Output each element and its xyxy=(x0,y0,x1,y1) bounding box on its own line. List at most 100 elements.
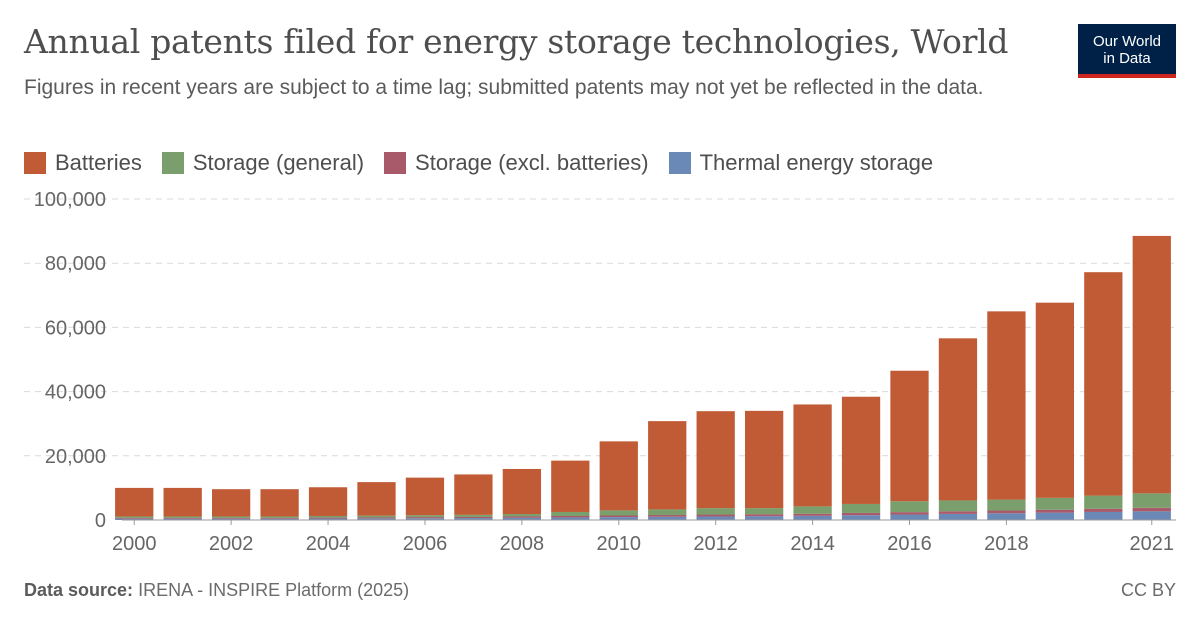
bar-segment[interactable] xyxy=(405,518,445,520)
bar-segment[interactable] xyxy=(357,517,396,519)
bar-segment[interactable] xyxy=(744,508,784,515)
bar-segment[interactable] xyxy=(648,509,687,516)
bar-segment[interactable] xyxy=(1084,272,1123,496)
data-source-text[interactable]: IRENA - INSPIRE Platform (2025) xyxy=(138,580,410,600)
bar-segment[interactable] xyxy=(890,514,929,520)
bar-segment[interactable] xyxy=(648,421,687,510)
bar-segment[interactable] xyxy=(308,518,348,520)
bar-segment[interactable] xyxy=(357,518,396,520)
bar-segment[interactable] xyxy=(793,404,832,507)
bar-segment[interactable] xyxy=(841,503,881,513)
bar-segment[interactable] xyxy=(938,500,978,512)
bar-segment[interactable] xyxy=(890,370,929,502)
bar-segment[interactable] xyxy=(1132,511,1171,520)
bar-segment[interactable] xyxy=(211,518,251,520)
bar-segment[interactable] xyxy=(260,489,299,517)
bar-segment[interactable] xyxy=(1035,512,1075,520)
bar-segment[interactable] xyxy=(115,516,154,518)
bar-segment[interactable] xyxy=(987,311,1026,500)
bar-segment[interactable] xyxy=(454,518,493,520)
license-link[interactable]: CC BY xyxy=(1120,580,1176,600)
bar-segment[interactable] xyxy=(744,516,784,520)
bar-segment[interactable] xyxy=(793,515,832,520)
bar-segment[interactable] xyxy=(357,482,396,516)
bar-segment[interactable] xyxy=(793,513,832,516)
bar-segment[interactable] xyxy=(551,460,590,512)
bar-stack-2013[interactable] xyxy=(744,410,784,520)
bar-segment[interactable] xyxy=(502,468,542,515)
bar-segment[interactable] xyxy=(163,487,202,517)
bar-segment[interactable] xyxy=(599,517,638,520)
bar-stack-2003[interactable] xyxy=(260,489,299,520)
bar-segment[interactable] xyxy=(163,517,202,519)
bar-segment[interactable] xyxy=(502,514,542,517)
legend-item-2[interactable]: Storage (excl. batteries) xyxy=(384,150,649,176)
bar-stack-2017[interactable] xyxy=(938,338,978,520)
bar-stack-2009[interactable] xyxy=(551,460,590,520)
bar-segment[interactable] xyxy=(1084,508,1123,512)
bar-segment[interactable] xyxy=(551,517,590,520)
bar-segment[interactable] xyxy=(744,410,784,509)
bar-segment[interactable] xyxy=(648,516,687,520)
bar-segment[interactable] xyxy=(163,516,202,518)
bar-segment[interactable] xyxy=(938,338,978,501)
bar-segment[interactable] xyxy=(115,517,154,519)
bar-segment[interactable] xyxy=(1035,302,1075,498)
bar-segment[interactable] xyxy=(211,516,251,518)
bar-stack-2010[interactable] xyxy=(599,441,638,520)
bar-segment[interactable] xyxy=(308,515,348,518)
bar-segment[interactable] xyxy=(1035,497,1075,510)
bar-segment[interactable] xyxy=(841,512,881,516)
bar-segment[interactable] xyxy=(938,511,978,514)
bar-segment[interactable] xyxy=(599,441,638,511)
bar-segment[interactable] xyxy=(115,487,154,517)
bar-segment[interactable] xyxy=(454,474,493,515)
bar-stack-2005[interactable] xyxy=(357,482,396,520)
bar-stack-2016[interactable] xyxy=(890,370,929,520)
bar-segment[interactable] xyxy=(841,396,881,504)
bar-segment[interactable] xyxy=(1132,507,1171,512)
legend-item-0[interactable]: Batteries xyxy=(24,150,142,176)
bar-segment[interactable] xyxy=(211,489,251,517)
bar-segment[interactable] xyxy=(211,517,251,519)
bar-stack-2018[interactable] xyxy=(987,311,1026,520)
bar-segment[interactable] xyxy=(696,514,735,517)
bar-segment[interactable] xyxy=(987,510,1026,514)
bar-segment[interactable] xyxy=(1084,495,1123,509)
bar-stack-2001[interactable] xyxy=(163,487,202,520)
bar-stack-2021[interactable] xyxy=(1132,235,1171,520)
bar-segment[interactable] xyxy=(890,501,929,513)
bar-segment[interactable] xyxy=(308,487,348,516)
bar-segment[interactable] xyxy=(1035,509,1075,513)
bar-segment[interactable] xyxy=(744,514,784,517)
bar-segment[interactable] xyxy=(405,515,445,518)
bar-segment[interactable] xyxy=(502,517,542,520)
bar-stack-2012[interactable] xyxy=(696,411,735,520)
bar-stack-2019[interactable] xyxy=(1035,302,1075,520)
bar-segment[interactable] xyxy=(115,518,154,520)
bar-stack-2014[interactable] xyxy=(793,404,832,520)
bar-segment[interactable] xyxy=(696,516,735,520)
bar-segment[interactable] xyxy=(696,411,735,509)
bar-segment[interactable] xyxy=(502,516,542,518)
bar-segment[interactable] xyxy=(405,517,445,519)
bar-segment[interactable] xyxy=(551,511,590,516)
legend-item-3[interactable]: Thermal energy storage xyxy=(668,150,933,176)
bar-stack-2006[interactable] xyxy=(405,477,445,520)
bar-segment[interactable] xyxy=(551,515,590,518)
bar-segment[interactable] xyxy=(648,515,687,517)
legend-item-1[interactable]: Storage (general) xyxy=(161,150,364,176)
bar-stack-2004[interactable] xyxy=(308,487,348,520)
bar-segment[interactable] xyxy=(1132,235,1171,494)
bar-stack-2008[interactable] xyxy=(502,468,542,520)
bar-segment[interactable] xyxy=(841,515,881,520)
bar-stack-2011[interactable] xyxy=(648,421,687,520)
bar-stack-2020[interactable] xyxy=(1084,272,1123,520)
bar-segment[interactable] xyxy=(1132,493,1171,508)
bar-segment[interactable] xyxy=(1084,511,1123,520)
bar-segment[interactable] xyxy=(308,517,348,519)
bar-stack-2015[interactable] xyxy=(841,396,881,520)
bar-segment[interactable] xyxy=(793,506,832,514)
bar-segment[interactable] xyxy=(260,517,299,519)
bar-segment[interactable] xyxy=(599,510,638,516)
